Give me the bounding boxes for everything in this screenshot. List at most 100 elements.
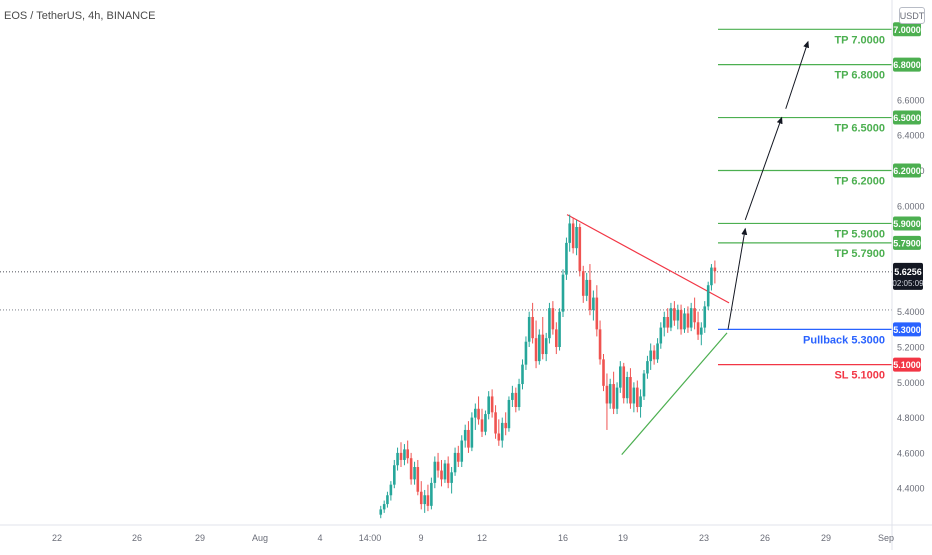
candle: [443, 459, 447, 483]
candle-body: [679, 309, 683, 330]
sl-price-tag: 5.1000: [893, 357, 921, 372]
candle: [517, 378, 521, 411]
candle: [511, 385, 514, 408]
candle: [605, 373, 609, 430]
candle: [666, 308, 669, 333]
price-tick-label: 4.6000: [897, 448, 925, 458]
projection-arrow: [727, 227, 748, 330]
candle: [612, 371, 615, 415]
price-tick-label: 4.4000: [897, 484, 925, 494]
candle-body: [551, 308, 555, 330]
candle-body: [636, 387, 639, 408]
candle: [646, 355, 649, 379]
candle-body: [656, 343, 659, 360]
candle: [527, 311, 531, 347]
current-price-tag: 5.6256 02:05:09: [892, 262, 924, 290]
candle-body: [430, 482, 433, 506]
tp-level-label: TP 6.8000: [834, 70, 885, 82]
candle-body: [662, 316, 666, 328]
candle-body: [541, 334, 545, 355]
candle-body: [629, 377, 632, 404]
candle-body: [463, 429, 467, 441]
candle-body: [703, 306, 707, 328]
candle: [656, 338, 659, 363]
candle-body: [585, 279, 588, 296]
candle: [450, 467, 453, 494]
candle: [487, 391, 490, 420]
candle: [399, 442, 403, 468]
candle: [622, 362, 626, 404]
price-tick-label: 5.4000: [897, 307, 925, 317]
candle: [430, 477, 433, 510]
candle: [433, 456, 437, 489]
candle: [538, 329, 541, 365]
candle: [490, 389, 494, 418]
tp-price-tag: 5.9000: [893, 216, 921, 231]
tp-price-tag: 6.5000: [893, 110, 921, 125]
pullback-price-tag: 5.3000: [893, 322, 921, 337]
candle-body: [561, 274, 565, 312]
candle-body: [487, 396, 490, 415]
candle-body: [673, 308, 676, 321]
price-tick-label: 6.0000: [897, 201, 925, 211]
time-tick-label: 19: [618, 533, 628, 543]
candle: [588, 264, 592, 316]
tp-price-tag: 7.0000: [893, 22, 921, 37]
candle-body: [521, 364, 524, 385]
price-tick-label: 6.6000: [897, 95, 925, 105]
candle-body: [710, 267, 713, 286]
candle-body: [413, 467, 416, 480]
candle: [571, 218, 575, 254]
svg-text:6.8000: 6.8000: [893, 60, 921, 70]
candle: [703, 301, 707, 333]
time-tick-label: 14:00: [359, 533, 382, 543]
candle-body: [470, 417, 474, 448]
candle-body: [440, 470, 443, 480]
candle-body: [575, 226, 578, 249]
candle-body: [592, 297, 595, 310]
tp-level-label: TP 5.9000: [834, 228, 885, 240]
candle: [524, 336, 528, 370]
candle-body: [669, 308, 673, 328]
candle: [477, 396, 480, 425]
currency-button[interactable]: USDT: [899, 7, 925, 24]
candle: [710, 264, 713, 291]
tp-price-tag: 6.8000: [893, 57, 921, 72]
candle: [416, 459, 420, 496]
candle: [409, 452, 413, 485]
candle: [406, 440, 409, 464]
svg-text:6.5000: 6.5000: [893, 113, 921, 123]
candle: [484, 410, 487, 436]
candle-body: [450, 472, 453, 483]
candle-body: [423, 495, 426, 505]
candle-body: [548, 308, 551, 339]
candle-body: [457, 452, 460, 462]
candle: [713, 260, 717, 284]
candle: [386, 491, 389, 508]
time-tick-label: 4: [317, 533, 322, 543]
candle-body: [419, 491, 423, 505]
candle: [676, 304, 680, 330]
candle: [679, 304, 683, 335]
tp-price-tag: 5.7900: [893, 235, 921, 250]
candle: [639, 389, 642, 418]
candle-body: [706, 285, 710, 307]
candle: [706, 281, 710, 310]
candle: [548, 302, 551, 344]
time-tick-label: 26: [760, 533, 770, 543]
candle-body: [632, 387, 636, 404]
candle: [396, 447, 399, 471]
candle-body: [615, 387, 619, 409]
candle-body: [581, 271, 585, 296]
candle: [565, 237, 568, 280]
time-tick-label: Aug: [252, 533, 268, 543]
tp-level-label: TP 6.5000: [834, 123, 885, 135]
candle: [585, 272, 588, 302]
candle-body: [571, 223, 575, 249]
candle: [463, 424, 467, 448]
candle-body: [389, 484, 393, 496]
candle-body: [500, 422, 504, 441]
time-tick-label: 16: [558, 533, 568, 543]
